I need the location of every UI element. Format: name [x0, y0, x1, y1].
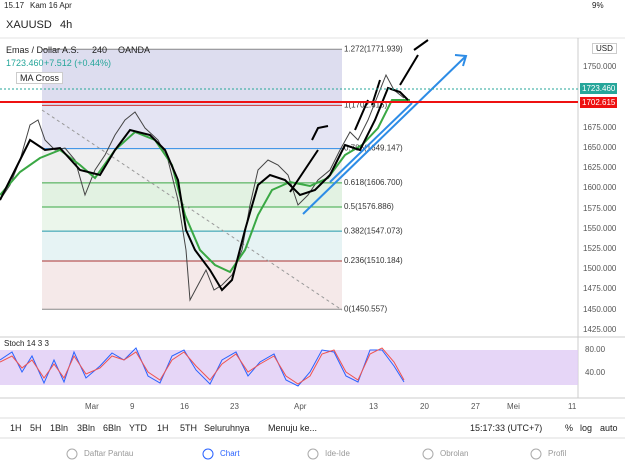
price-tick: 1675.000: [583, 122, 617, 132]
legend-indicator: MA Cross: [16, 72, 64, 84]
fib-label: 0.786(1649.147): [344, 144, 403, 153]
price-tick: 1550.000: [583, 223, 617, 233]
time-tick: 11: [568, 402, 577, 411]
stoch-tick: 80.00: [585, 345, 606, 354]
time-tick: 27: [471, 402, 480, 411]
legend-change: +7.512 (+0.44%): [44, 58, 112, 68]
tab[interactable]: Obrolan: [440, 449, 469, 458]
fib-zone: [42, 148, 342, 183]
tab-icon: [202, 448, 214, 460]
tab-icon: [66, 448, 78, 460]
trend-line: [302, 55, 467, 215]
fib-zone: [42, 105, 342, 149]
time-tick: 23: [230, 402, 239, 411]
toolbar-button[interactable]: 1Bln: [50, 423, 69, 433]
tab[interactable]: Ide-Ide: [325, 449, 350, 458]
legend-price: 1723.460: [6, 58, 44, 68]
toolbar-button[interactable]: Seluruhnya: [204, 423, 250, 433]
price-tick: 1600.000: [583, 183, 617, 193]
stoch-d: [0, 347, 405, 385]
fib-label: 0.618(1606.700): [344, 178, 403, 187]
trend-line: [329, 102, 413, 183]
legend-interval: 240: [92, 45, 108, 55]
tab[interactable]: Profil: [548, 449, 567, 458]
symbol[interactable]: XAUUSD: [6, 19, 52, 31]
toolbar-button[interactable]: 1H: [10, 423, 22, 433]
price-tick: 1475.000: [583, 284, 617, 294]
price-tick: 1650.000: [583, 142, 617, 152]
toolbar-button[interactable]: %: [565, 423, 574, 433]
status-time: 15.17: [4, 1, 25, 10]
fib-label: 0.236(1510.184): [344, 256, 403, 265]
fib-label: 0.5(1576.886): [344, 202, 394, 211]
price-tick: 1525.000: [583, 244, 617, 254]
interval[interactable]: 4h: [60, 19, 73, 31]
toolbar-button[interactable]: 6Bln: [103, 423, 122, 433]
arrow-head: [454, 54, 468, 67]
fib-label: 1.272(1771.939): [344, 44, 403, 53]
toolbar-button[interactable]: 3Bln: [77, 423, 96, 433]
price-tick: 1575.000: [583, 203, 617, 213]
time-tick: 13: [369, 402, 378, 411]
stoch-tick: 40.00: [585, 368, 606, 377]
time-tick: Mar: [85, 402, 99, 411]
line-price-tag: 1702.615: [580, 97, 618, 108]
toolbar-button[interactable]: 5TH: [180, 423, 198, 433]
fib-label: 0.382(1547.073): [344, 226, 403, 235]
toolbar-button[interactable]: 15:17:33 (UTC+7): [470, 423, 543, 433]
drawn-line: [0, 86, 409, 292]
tab[interactable]: Daftar Pantau: [84, 449, 134, 458]
time-tick: 9: [130, 402, 135, 411]
toolbar-button[interactable]: Menuju ke...: [268, 423, 318, 433]
last-price-tag: 1723.460: [580, 83, 618, 94]
tab-icon: [307, 448, 319, 460]
ma-line: [0, 99, 410, 274]
time-tick: 16: [180, 402, 189, 411]
time-tick: Apr: [294, 402, 307, 411]
toolbar-button[interactable]: log: [580, 423, 593, 433]
annotation-arrows: [289, 39, 429, 193]
stoch-k: [0, 347, 405, 387]
currency: USD: [592, 43, 617, 54]
price-tick: 1500.000: [583, 264, 617, 274]
tab[interactable]: Chart: [220, 449, 240, 458]
legend-source: OANDA: [118, 45, 151, 55]
stoch-name: Stoch 14 3 3: [4, 339, 49, 348]
fib-retracement: 1.272(1771.939)1(1702.615)0.786(1649.147…: [42, 44, 403, 313]
fib-zone: [42, 261, 342, 310]
price-tick: 1450.000: [583, 304, 617, 314]
fib-label: 0(1450.557): [344, 304, 387, 313]
fib-trend: [41, 109, 343, 311]
tab-icon: [530, 448, 542, 460]
price-tick: 1425.000: [583, 324, 617, 334]
status-bar: [0, 0, 625, 16]
time-tick: 20: [420, 402, 429, 411]
toolbar-button[interactable]: YTD: [129, 423, 147, 433]
status-date: Kam 16 Apr: [30, 1, 72, 10]
stoch-band: [0, 350, 578, 385]
price-line: [0, 73, 405, 302]
price-tick: 1625.000: [583, 163, 617, 173]
time-tick: Mei: [507, 402, 520, 411]
fib-zone: [42, 49, 342, 106]
price-tick: 1750.000: [583, 62, 617, 71]
battery: 9%: [592, 1, 604, 10]
fib-zone: [42, 207, 342, 232]
toolbar-button[interactable]: 1H: [157, 423, 169, 433]
tab-icon: [422, 448, 434, 460]
legend-name: Emas / Dollar A.S.: [6, 45, 80, 55]
toolbar-button[interactable]: 5H: [30, 423, 42, 433]
toolbar-button[interactable]: auto: [600, 423, 618, 433]
fib-zone: [42, 231, 342, 262]
